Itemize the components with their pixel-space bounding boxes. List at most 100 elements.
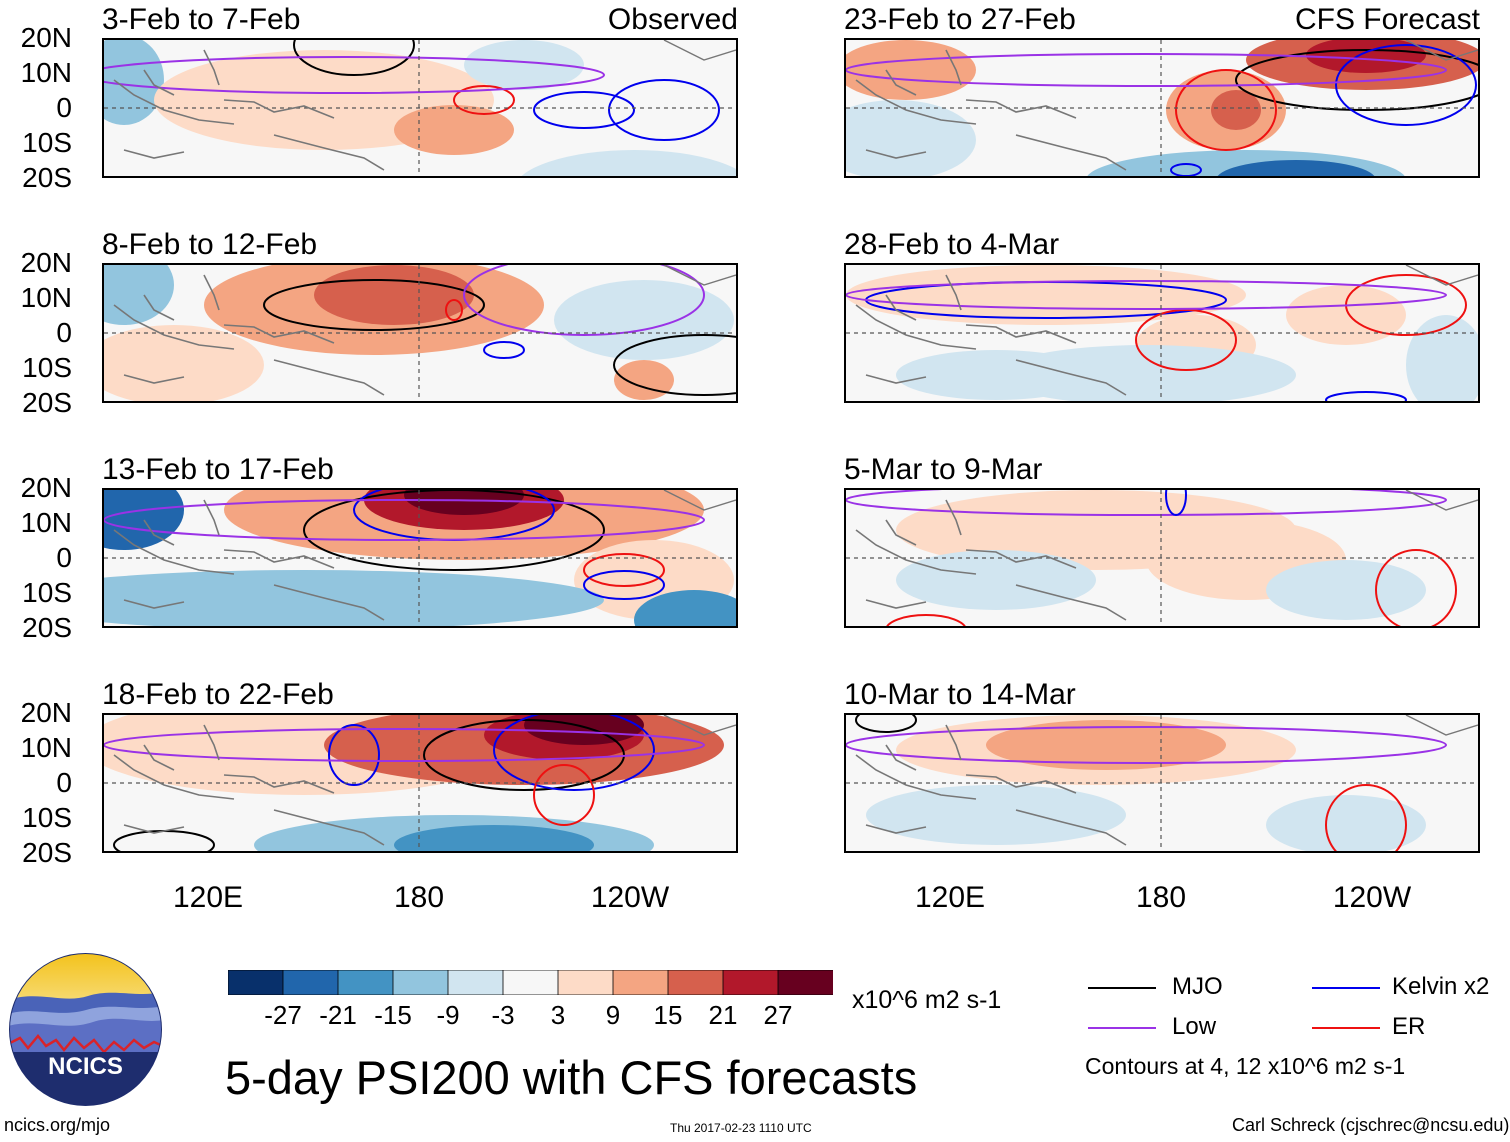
observed-label: Observed (607, 3, 738, 36)
x-tick-label: 120E (172, 881, 244, 914)
anomaly-region (104, 490, 184, 550)
contour-er (445, 299, 463, 321)
coastline (855, 724, 1127, 846)
anomaly-region (521, 150, 736, 176)
map-panel (844, 713, 1480, 853)
footer-author: Carl Schreck (cjschrec@ncsu.edu) (1232, 1115, 1510, 1135)
contour-kelvin (1325, 391, 1407, 401)
coastline (663, 490, 736, 511)
anomaly-region (634, 590, 736, 626)
colorbar-tick-label: 21 (708, 1000, 738, 1030)
map-panel (844, 263, 1480, 403)
logo-text: NCICS (48, 1053, 123, 1080)
ncics-logo: NCICS (8, 952, 163, 1107)
contour-er (1325, 784, 1407, 851)
coastline (1405, 715, 1478, 736)
contour-er (1135, 309, 1237, 371)
x-tick-label: 180 (393, 881, 445, 914)
anomaly-region (394, 105, 514, 155)
contour-kelvin (493, 715, 655, 791)
legend-label-er: ER (1392, 1013, 1426, 1040)
map-panel (844, 38, 1480, 178)
contour-mjo (613, 334, 736, 396)
x-tick-label: 120W (590, 881, 670, 914)
anomaly-region (614, 360, 674, 400)
map-panel (102, 38, 738, 178)
y-tick-label: 10N (20, 282, 72, 313)
contour-er (1175, 69, 1277, 151)
anomaly-region (846, 40, 976, 100)
colorbar-tick-label: 27 (763, 1000, 793, 1030)
coastline (855, 274, 1127, 396)
coastline (1405, 265, 1478, 286)
panel-map (104, 490, 736, 626)
colorbar-tick-label: 15 (653, 1000, 683, 1030)
contour-mjo (1235, 49, 1478, 111)
y-tick-label: 20S (22, 612, 72, 643)
anomaly-region (1217, 160, 1375, 176)
contour-low (846, 280, 1447, 310)
anomaly-region (1306, 40, 1426, 73)
y-tick-label: 20S (22, 162, 72, 193)
y-tick-label: 20N (20, 247, 72, 278)
anomaly-region (104, 570, 604, 626)
panel-map (846, 715, 1478, 851)
legend-line-mjo (1088, 987, 1156, 989)
y-tick-label: 20S (22, 837, 72, 868)
panel-map (104, 40, 736, 176)
colorbar-tick-label: -3 (491, 1000, 515, 1030)
panel-map (846, 490, 1478, 626)
anomaly-region (896, 350, 1096, 400)
anomaly-region (1266, 560, 1426, 620)
colorbar-swatch (777, 969, 834, 996)
map-panel (102, 713, 738, 853)
colorbar-swatch (557, 969, 614, 996)
contour-low (104, 499, 705, 541)
panel-title: 18-Feb to 22-Feb (102, 678, 334, 711)
anomaly-region (104, 325, 264, 401)
y-tick-label: 0 (56, 317, 72, 348)
contour-kelvin (1165, 490, 1187, 516)
coastline (113, 499, 385, 621)
panel-title: 23-Feb to 27-Feb (844, 3, 1076, 36)
coastline (855, 49, 1127, 171)
legend-label-mjo: MJO (1172, 973, 1223, 1000)
y-tick-label: 10S (22, 127, 72, 158)
coastline (663, 715, 736, 736)
contour-er (533, 764, 595, 826)
contour-note: Contours at 4, 12 x10^6 m2 s-1 (1085, 1053, 1406, 1079)
colorbar-tick-label: 9 (605, 1000, 621, 1030)
contour-kelvin (483, 341, 525, 359)
anomaly-region (896, 550, 1096, 610)
contour-kelvin (583, 570, 665, 600)
contour-mjo (293, 40, 415, 76)
panel-title: 5-Mar to 9-Mar (844, 453, 1043, 486)
chart-title: 5-day PSI200 with CFS forecasts (225, 1051, 918, 1104)
coastline (663, 40, 736, 61)
legend-line-er (1312, 1027, 1380, 1029)
y-tick-label: 0 (56, 767, 72, 798)
legend-label-low: Low (1172, 1013, 1217, 1040)
anomaly-region (104, 40, 164, 125)
map-panel (102, 263, 738, 403)
coastline (113, 274, 385, 396)
y-tick-label: 20N (20, 697, 72, 728)
x-tick-label: 120E (914, 881, 986, 914)
contour-er (886, 614, 966, 626)
anomaly-region (314, 265, 474, 325)
panel-title: 13-Feb to 17-Feb (102, 453, 334, 486)
y-tick-label: 10N (20, 57, 72, 88)
colorbar-tick-label: -27 (264, 1000, 302, 1030)
y-tick-label: 20N (20, 472, 72, 503)
panel-map (104, 715, 736, 851)
panel-map (104, 265, 736, 401)
colorbar-swatch (722, 969, 779, 996)
anomaly-region (554, 280, 734, 360)
contour-low (846, 53, 1447, 87)
coastline (113, 724, 385, 846)
anomaly-region (1406, 315, 1478, 401)
coastline (1405, 40, 1478, 61)
contour-mjo (263, 279, 485, 331)
colorbar-swatch (227, 969, 284, 996)
legend-line-kelvin (1312, 987, 1380, 989)
